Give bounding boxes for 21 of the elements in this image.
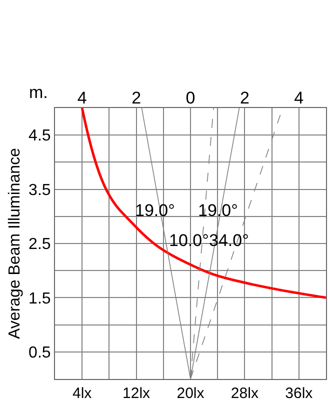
x-tick-label: 12lx: [122, 385, 151, 402]
annotation: 10.0°: [169, 231, 209, 250]
annotation: 19.0°: [135, 201, 175, 220]
x2-tick-label: 2: [240, 88, 250, 108]
y-axis-title: Average Beam Illuminance: [6, 148, 24, 339]
x2-tick-label: 0: [186, 88, 196, 108]
x2-tick-label: 4: [294, 88, 304, 108]
x-tick-label: 4lx: [72, 385, 92, 402]
x2-tick-label: 4: [77, 88, 87, 108]
annotation: 34.0°: [209, 231, 249, 250]
x2-axis-title: m.: [29, 83, 48, 102]
y-tick-label: 2.5: [28, 236, 51, 254]
y-tick-label: 0.5: [28, 344, 51, 362]
x2-tick-label: 2: [132, 88, 142, 108]
x-tick-label: 36lx: [285, 385, 314, 402]
x-tick-label: 20lx: [176, 385, 205, 402]
annotation: 19.0°: [198, 201, 238, 220]
y-tick-label: 3.5: [28, 182, 51, 199]
y-tick-label: 1.5: [28, 290, 51, 308]
y-tick-label: 4.5: [28, 128, 51, 145]
x-tick-label: 28lx: [230, 385, 259, 402]
